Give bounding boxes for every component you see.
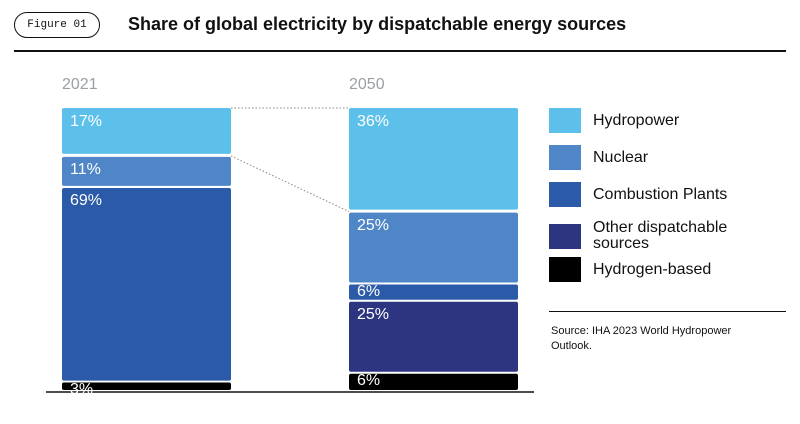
- legend-label-combustion-plants: Combustion Plants: [593, 185, 728, 203]
- legend-divider: [549, 311, 786, 312]
- bar-segment-2050-combustion-plants: [349, 284, 518, 300]
- bar-segment-2050-nuclear: [349, 212, 518, 283]
- chart-title: Share of global electricity by dispatcha…: [128, 14, 627, 34]
- category-label-2021: 2021: [62, 76, 98, 93]
- category-label-2050: 2050: [349, 76, 385, 93]
- data-label-2021-combustion-plants: 69%: [70, 192, 103, 209]
- source-note: Source: IHA 2023 World Hydropower Outloo…: [551, 325, 732, 352]
- legend-item-other-dispatchable: Other dispatchable sources: [549, 220, 763, 252]
- bar-segment-2050-hydrogen-based: [349, 373, 518, 390]
- bar-segment-2050-hydropower: [349, 108, 518, 210]
- data-label-2021-nuclear: 11%: [70, 160, 101, 178]
- data-label-2050-nuclear: 25%: [357, 216, 390, 234]
- data-label-2050-other-dispatchable-sources: 25%: [357, 305, 390, 323]
- legend-swatch-other-dispatchable: [549, 223, 581, 249]
- legend-item-combustion-plants: Combustion Plants: [549, 182, 763, 207]
- data-label-2050-hydrogen-based: 6%: [357, 372, 381, 390]
- data-label-2050-hydropower: 36%: [357, 113, 390, 130]
- bar-segment-2021-hydropower: [62, 108, 231, 154]
- legend-item-nuclear: Nuclear: [549, 145, 763, 170]
- legend-swatch-nuclear: [549, 145, 581, 170]
- legend-label-hydropower: Hydropower: [593, 111, 680, 129]
- legend-item-hydrogen-based: Hydrogen-based: [549, 257, 763, 282]
- bar-segment-2021-combustion-plants: [62, 188, 231, 381]
- bar-segment-2050-other-dispatchable-sources: [349, 301, 518, 372]
- data-label-2021-hydrogen-based: 3%: [70, 380, 94, 398]
- title-divider: [14, 50, 786, 52]
- legend-label-other-dispatchable: Other dispatchable sources: [593, 219, 728, 252]
- hydropower-connector-bottom: [230, 155, 350, 213]
- legend-label-nuclear: Nuclear: [593, 148, 649, 166]
- data-label-2021-hydropower: 17%: [70, 113, 103, 130]
- legend-label-hydrogen-based: Hydrogen-based: [593, 260, 712, 278]
- legend-swatch-combustion-plants: [549, 182, 581, 207]
- data-label-2050-combustion-plants: 6%: [357, 283, 381, 301]
- bar-segment-2021-hydrogen-based: [62, 382, 231, 390]
- figure-badge: Figure 01: [14, 12, 100, 38]
- legend-swatch-hydrogen-based: [549, 257, 581, 282]
- legend-swatch-hydropower: [549, 108, 581, 133]
- bar-segment-2021-nuclear: [62, 156, 231, 186]
- legend-item-hydropower: Hydropower: [549, 108, 763, 133]
